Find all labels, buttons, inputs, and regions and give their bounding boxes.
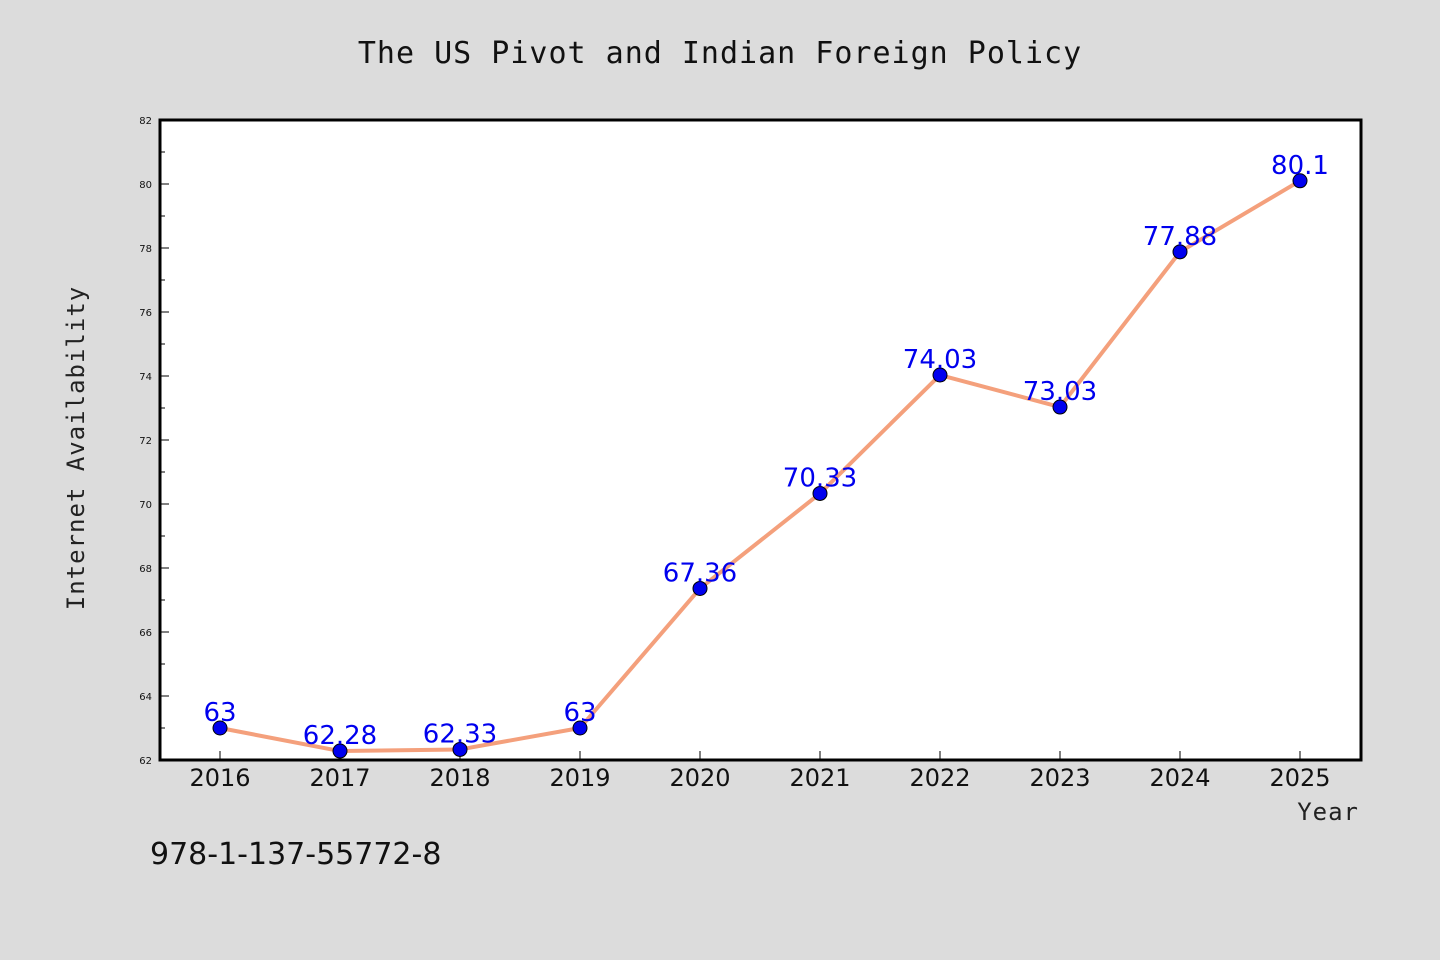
data-label: 63 [203,698,236,728]
data-label: 63 [563,698,596,728]
x-tick-label: 2025 [1269,764,1330,792]
data-label: 74.03 [903,345,977,375]
data-label: 73.03 [1023,377,1097,407]
y-tick-label: 68 [139,564,152,575]
y-axis-ticks: 62 64 66 68 70 72 74 76 78 80 82 [139,116,169,767]
data-markers [212,173,1308,759]
x-tick-label: 2021 [789,764,850,792]
data-point [1172,244,1188,260]
data-point [212,720,228,736]
y-tick-label: 76 [139,308,152,319]
data-point [1292,173,1308,189]
data-labels: 63 62.28 62.33 63 67.36 70.33 74.03 73.03 77.88 8… [203,151,1328,751]
plot-area [158,118,1363,762]
series-line [218,178,1302,754]
x-tick-label: 2024 [1149,764,1210,792]
y-tick-label: 82 [139,116,152,127]
y-tick-label: 72 [139,436,152,447]
data-point [572,720,588,736]
x-tick-label: 2023 [1029,764,1090,792]
y-tick-label: 64 [139,692,152,703]
x-axis-label: Year [1297,798,1359,826]
x-tick-label: 2017 [309,764,370,792]
y-tick-label: 80 [139,180,152,191]
data-label: 70.33 [783,463,857,493]
y-tick-label: 70 [139,500,152,511]
x-tick-label: 2018 [429,764,490,792]
data-label: 67.36 [663,558,737,588]
x-tick-label: 2022 [909,764,970,792]
isbn-text: 978-1-137-55772-8 [150,837,441,872]
data-point [932,367,948,383]
data-point [332,743,348,759]
x-axis-ticks: 2016 2017 2018 2019 2020 2021 2022 2023 2024 2025 [189,751,1331,792]
chart-title: The US Pivot and Indian Foreign Policy [358,36,1082,71]
data-label: 62.33 [423,719,497,749]
data-point [812,485,828,501]
data-point [1052,399,1068,415]
data-point [692,580,708,596]
y-tick-label: 66 [139,628,152,639]
data-point [452,741,468,757]
y-tick-label: 62 [139,756,152,767]
x-tick-label: 2016 [189,764,250,792]
y-axis-label: Internet Availability [62,286,90,610]
data-label: 77.88 [1143,222,1217,252]
x-tick-label: 2020 [669,764,730,792]
y-tick-label: 74 [139,372,152,383]
y-tick-label: 78 [139,244,152,255]
x-tick-label: 2019 [549,764,610,792]
data-label: 62.28 [303,721,377,751]
data-label: 80.1 [1271,151,1329,181]
